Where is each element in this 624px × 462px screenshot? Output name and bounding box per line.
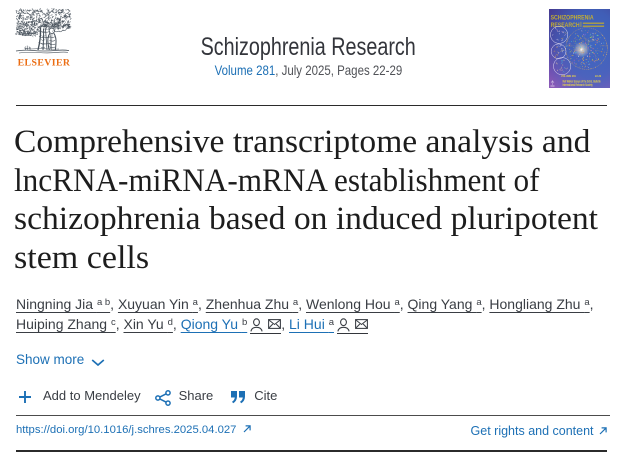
svg-text:RESEARCH: RESEARCH	[551, 22, 580, 29]
svg-text:SCHIZOPHRENIA: SCHIZOPHRENIA	[551, 14, 594, 21]
svg-text:International Research Society: International Research Society	[563, 83, 593, 87]
svg-text:ELSEVIER: ELSEVIER	[18, 57, 71, 68]
svg-text:Neil Walker Essays of the Schi: Neil Walker Essays of the Schiz. Bulleti…	[563, 80, 601, 84]
svg-text:22-29: 22-29	[595, 75, 602, 78]
svg-text:VOLUME 281: VOLUME 281	[561, 75, 577, 78]
